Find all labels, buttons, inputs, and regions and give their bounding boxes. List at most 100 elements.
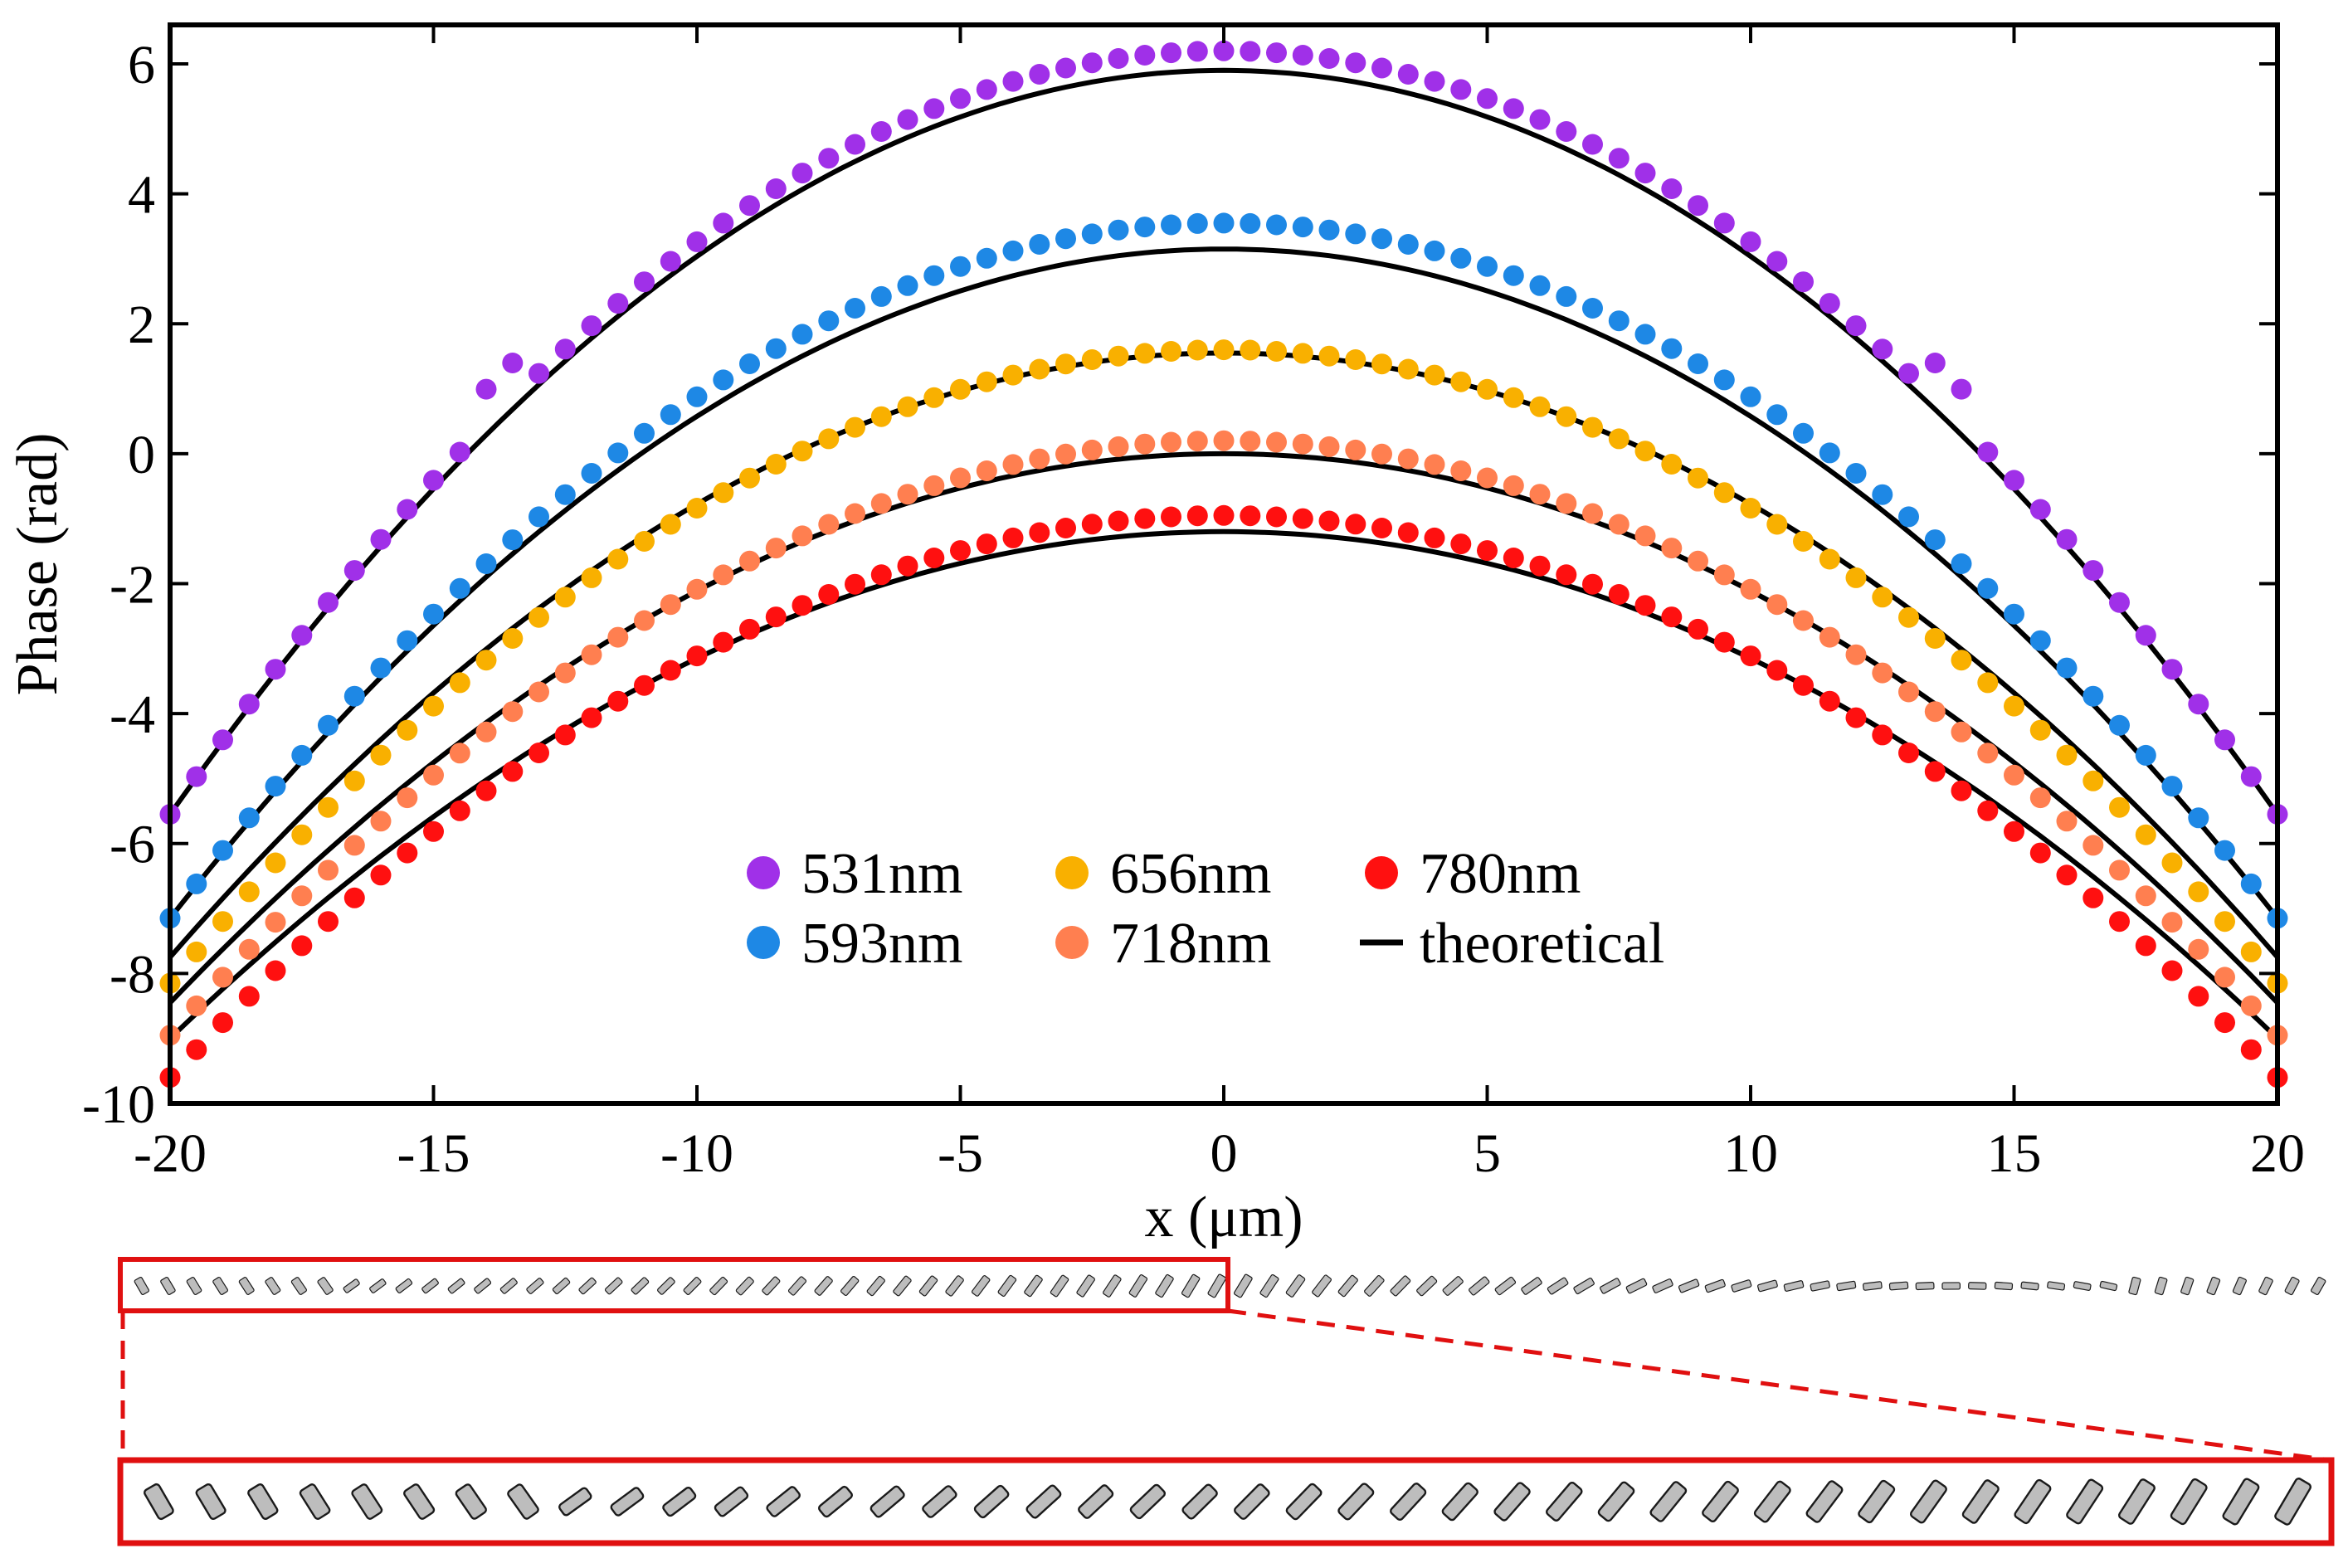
strip-pillar — [1810, 1280, 1830, 1292]
data-point-656nm — [1608, 428, 1629, 450]
data-point-656nm — [923, 387, 945, 408]
data-point-656nm — [423, 695, 444, 717]
data-point-780nm — [1845, 707, 1867, 728]
x-tick-label: 10 — [1723, 1123, 1778, 1184]
data-point-718nm — [1713, 564, 1735, 586]
data-point-531nm — [2056, 528, 2078, 550]
data-point-656nm — [1819, 548, 1840, 570]
data-point-656nm — [1898, 606, 1919, 628]
data-point-780nm — [1318, 510, 1340, 532]
data-point-593nm — [1793, 422, 1814, 444]
data-point-531nm — [1213, 40, 1235, 61]
strip-pillar — [1076, 1274, 1095, 1298]
data-point-718nm — [1582, 503, 1603, 524]
data-point-593nm — [1213, 212, 1235, 234]
data-point-531nm — [1977, 441, 1999, 463]
data-point-718nm — [423, 764, 444, 786]
data-point-531nm — [554, 338, 576, 360]
data-point-718nm — [1793, 610, 1814, 631]
data-point-656nm — [1766, 514, 1788, 535]
data-point-718nm — [1002, 454, 1024, 475]
data-point-780nm — [1503, 548, 1524, 568]
zoom-pillar — [1285, 1483, 1323, 1521]
data-point-718nm — [2029, 787, 2051, 809]
data-point-780nm — [212, 1012, 233, 1034]
strip-pillar — [1285, 1274, 1306, 1298]
data-point-531nm — [950, 88, 971, 110]
data-point-718nm — [634, 610, 655, 631]
data-point-718nm — [1345, 439, 1366, 460]
data-point-656nm — [2083, 770, 2104, 791]
strip-pillar — [1416, 1275, 1438, 1297]
data-point-656nm — [265, 852, 286, 874]
data-point-656nm — [1266, 341, 1287, 362]
data-point-656nm — [976, 371, 997, 392]
zoom-pillar — [247, 1483, 279, 1520]
data-point-531nm — [1608, 148, 1629, 169]
data-point-593nm — [2109, 714, 2130, 736]
data-point-531nm — [1819, 293, 1840, 314]
data-point-593nm — [1951, 553, 1972, 574]
data-point-531nm — [607, 293, 629, 314]
data-point-656nm — [1582, 416, 1603, 438]
data-point-656nm — [212, 911, 233, 933]
data-point-656nm — [1740, 498, 1761, 519]
data-point-656nm — [1371, 353, 1392, 375]
data-point-593nm — [581, 463, 602, 484]
data-point-593nm — [713, 369, 734, 391]
strip-pillar — [369, 1278, 387, 1293]
data-point-593nm — [1397, 234, 1419, 255]
data-point-531nm — [1424, 71, 1445, 92]
data-point-656nm — [2029, 719, 2051, 741]
zoom-pillar — [818, 1485, 853, 1518]
data-point-656nm — [1318, 345, 1340, 367]
data-point-656nm — [581, 567, 602, 588]
data-point-593nm — [1134, 217, 1156, 238]
data-point-656nm — [186, 941, 207, 962]
data-point-593nm — [634, 422, 655, 444]
data-points — [159, 40, 2288, 1088]
data-point-531nm — [449, 441, 470, 463]
data-point-718nm — [238, 938, 260, 960]
data-point-531nm — [1951, 378, 1972, 400]
data-point-531nm — [475, 378, 497, 400]
strip-pillar — [1050, 1274, 1069, 1298]
zoom-pillar — [1805, 1480, 1844, 1523]
data-point-780nm — [634, 674, 655, 696]
data-point-718nm — [2161, 912, 2183, 933]
data-point-780nm — [897, 555, 918, 577]
data-point-780nm — [554, 724, 576, 746]
data-point-718nm — [1845, 644, 1867, 665]
data-point-718nm — [1161, 431, 1181, 453]
data-point-656nm — [1951, 650, 1972, 671]
data-point-656nm — [950, 378, 971, 400]
data-point-718nm — [1240, 431, 1261, 452]
data-point-656nm — [1556, 406, 1577, 427]
zoom-guide-right — [1227, 1308, 2331, 1463]
strip-pillar — [1390, 1275, 1411, 1297]
data-point-593nm — [186, 873, 207, 894]
y-tick-label: -10 — [82, 1074, 155, 1135]
data-point-656nm — [660, 514, 681, 535]
data-point-718nm — [660, 594, 681, 616]
data-point-593nm — [792, 324, 813, 345]
data-point-656nm — [1477, 378, 1498, 400]
data-point-593nm — [1424, 240, 1445, 261]
zoom-pillar — [610, 1487, 645, 1517]
zoom-pillar — [870, 1485, 905, 1518]
strip-pillar — [186, 1277, 202, 1295]
data-point-531nm — [686, 231, 708, 252]
data-point-531nm — [291, 625, 313, 646]
zoom-pillar — [1181, 1483, 1218, 1520]
data-point-718nm — [265, 912, 286, 933]
data-point-780nm — [1766, 660, 1788, 681]
strip-pillar — [866, 1275, 885, 1297]
strip-pillar — [1573, 1277, 1595, 1295]
data-point-780nm — [370, 864, 392, 886]
data-point-593nm — [686, 386, 708, 407]
x-tick-label: -20 — [134, 1123, 207, 1184]
data-point-531nm — [2029, 499, 2051, 520]
legend-marker-656nm — [1055, 856, 1089, 889]
data-point-718nm — [1371, 443, 1392, 465]
